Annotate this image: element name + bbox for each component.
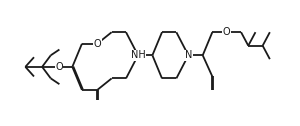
Text: O: O [94, 39, 101, 49]
Text: O: O [223, 27, 230, 37]
Text: O: O [55, 62, 63, 72]
Text: N: N [185, 50, 192, 60]
Text: NH: NH [130, 50, 146, 60]
